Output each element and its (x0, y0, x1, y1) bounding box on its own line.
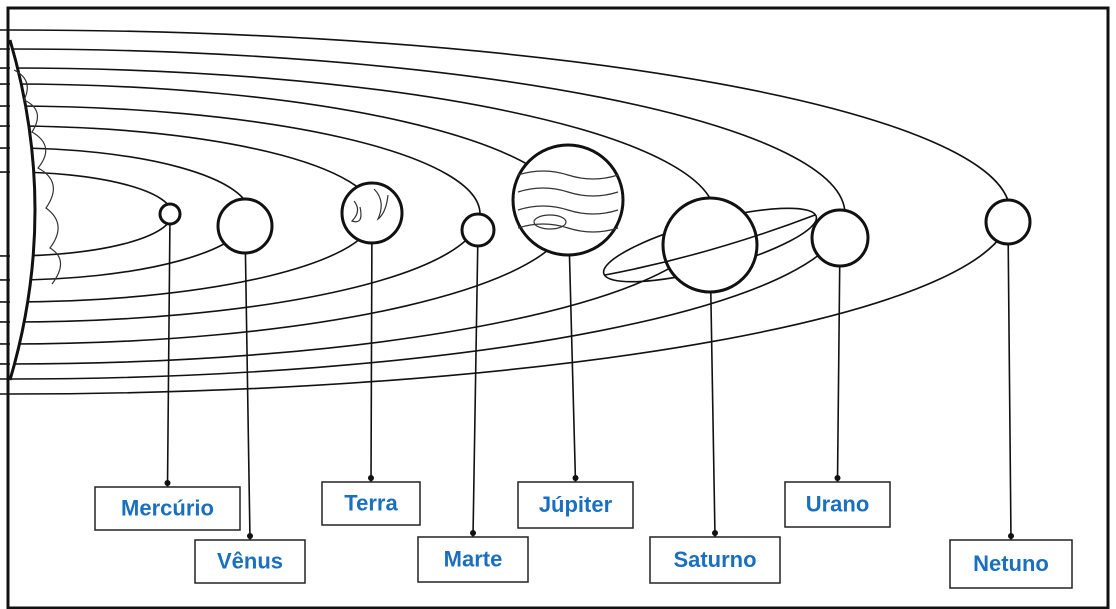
pointer-line (371, 213, 372, 482)
planet (663, 198, 757, 292)
planet (812, 210, 868, 266)
planet (342, 183, 402, 243)
solar-system-diagram: Mercúrio Vênus Terra Marte Júpiter Saturno Ura… (0, 0, 1116, 609)
pointer-dot (1008, 533, 1014, 539)
planet-label: Netuno (973, 551, 1049, 576)
planet-label: Urano (806, 491, 870, 516)
planet-label: Saturno (673, 547, 756, 572)
planet-label: Marte (444, 546, 503, 571)
planet (986, 200, 1030, 244)
pointer-dot (470, 530, 476, 536)
planet-label: Mercúrio (121, 495, 214, 520)
planet (218, 199, 272, 253)
pointer-dot (573, 475, 579, 481)
pointer-dot (247, 533, 253, 539)
pointer-dot (712, 530, 718, 536)
planet-label: Terra (344, 490, 398, 515)
planet (513, 145, 623, 255)
planet (462, 214, 494, 246)
planet-label: Júpiter (539, 492, 613, 517)
pointer-dot (368, 475, 374, 481)
pointer-dot (165, 480, 171, 486)
planet-label: Vênus (217, 548, 283, 573)
planet (160, 204, 180, 224)
pointer-dot (835, 475, 841, 481)
